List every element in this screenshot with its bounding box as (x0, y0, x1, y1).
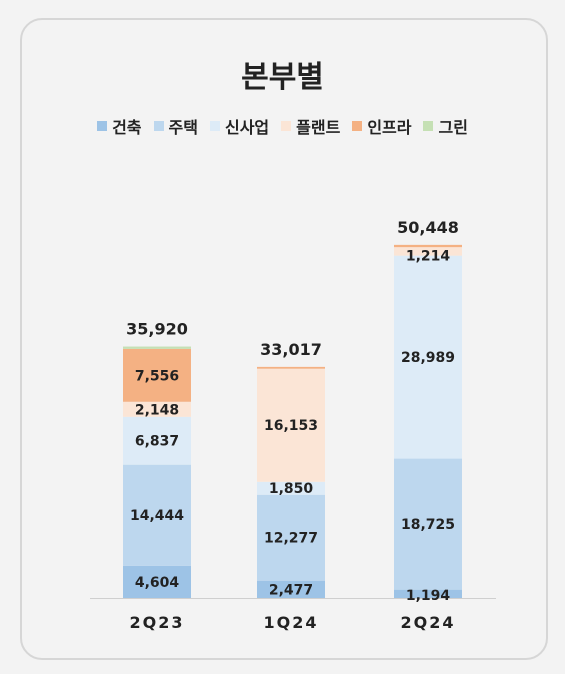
data-label: 1,214 (406, 249, 451, 265)
data-label: 6,837 (135, 434, 179, 450)
bar-segment (123, 565, 191, 598)
data-label: 7,556 (135, 368, 179, 384)
bar-segment (123, 346, 191, 349)
legend-swatch (352, 121, 363, 131)
bar-segment (123, 464, 191, 566)
x-tick-label: 2Q23 (130, 613, 185, 632)
legend-swatch (281, 121, 292, 131)
legend-item: 건축 (97, 114, 142, 138)
bar-segment (394, 589, 462, 598)
legend-item: 인프라 (352, 114, 411, 138)
data-label: 4,604 (135, 575, 180, 591)
data-label: 2,148 (135, 402, 179, 418)
legend-swatch (153, 121, 164, 131)
legend-label: 주택 (168, 118, 198, 137)
total-label: 35,920 (126, 320, 188, 339)
bar-segment (394, 244, 462, 248)
bar-segment (394, 458, 462, 590)
total-label: 33,017 (260, 340, 322, 359)
bar-segment (123, 401, 191, 417)
bar-segment (257, 580, 325, 598)
legend-label: 그린 (438, 118, 468, 137)
bar-segment (257, 366, 325, 369)
data-label: 2,477 (269, 582, 313, 598)
legend-label: 건축 (112, 118, 142, 137)
legend-item: 주택 (153, 114, 198, 138)
data-label: 1,194 (406, 588, 451, 604)
legend-label: 신사업 (224, 118, 270, 137)
total-label: 50,448 (397, 218, 459, 237)
x-tick-label: 1Q24 (264, 613, 319, 632)
legend-item: 플랜트 (281, 114, 340, 138)
legend-item: 그린 (423, 114, 468, 138)
bar-segment (257, 481, 325, 495)
data-label: 28,989 (401, 350, 455, 366)
bar-segment (257, 494, 325, 581)
legend-swatch (209, 121, 220, 131)
bar-segment (257, 368, 325, 482)
legend-swatch (423, 121, 434, 131)
chart-legend: 건축 주택 신사업 플랜트 인프라 그린 (0, 114, 565, 138)
legend-swatch (97, 121, 108, 131)
data-label: 14,444 (130, 508, 184, 524)
bar-segment (123, 416, 191, 465)
legend-item: 신사업 (209, 114, 270, 138)
data-label: 16,153 (264, 418, 318, 434)
bar-segment (394, 247, 462, 256)
bar-segment (123, 348, 191, 402)
x-tick-label: 2Q24 (401, 613, 456, 632)
data-label: 18,725 (401, 517, 455, 533)
legend-label: 플랜트 (296, 118, 341, 137)
data-label: 12,277 (264, 531, 318, 547)
legend-label: 인프라 (367, 118, 412, 137)
bar-segment (394, 255, 462, 459)
chart-title: 본부별 (241, 60, 324, 95)
data-label: 1,850 (269, 481, 314, 497)
